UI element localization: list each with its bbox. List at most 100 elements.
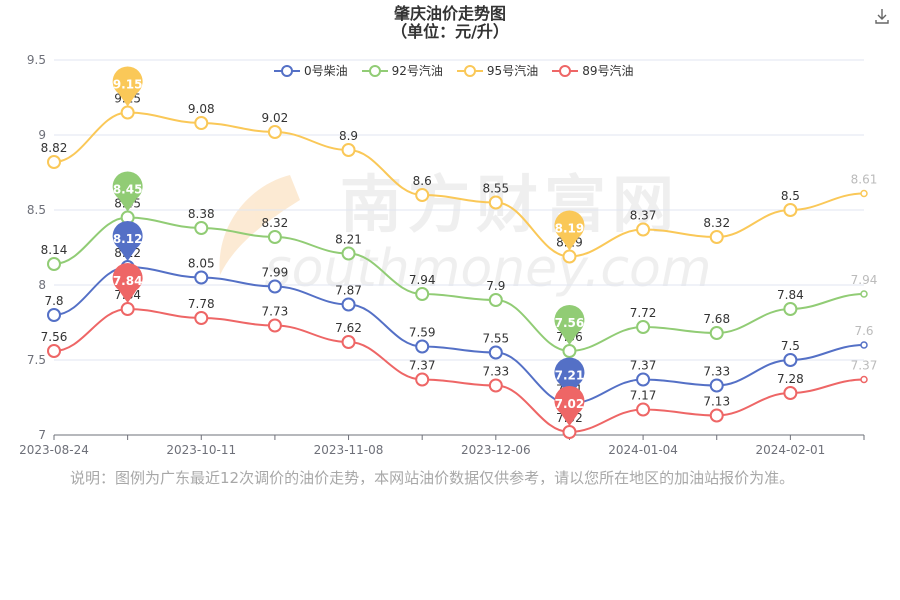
data-label: 7.17 <box>630 389 657 403</box>
mark-pin: 8.19 <box>554 210 585 251</box>
data-label: 9.08 <box>188 102 215 116</box>
data-label: 8.38 <box>188 207 215 221</box>
data-label: 7.87 <box>335 284 362 298</box>
data-label: 7.62 <box>335 321 362 335</box>
data-point <box>341 335 356 349</box>
data-point <box>636 222 651 237</box>
mark-pin: 9.15 <box>112 66 143 107</box>
data-label: 8.05 <box>188 257 215 271</box>
data-label: 7.84 <box>777 288 804 302</box>
data-label: 7.73 <box>262 305 289 319</box>
data-label: 8.32 <box>262 216 289 230</box>
data-label: 8.32 <box>703 216 730 230</box>
y-tick-label: 7 <box>38 428 46 442</box>
data-label: 7.99 <box>262 266 289 280</box>
mark-pin: 8.45 <box>112 171 143 212</box>
data-point <box>783 203 798 217</box>
data-label: 8.21 <box>335 233 362 247</box>
data-point <box>562 425 577 439</box>
data-point <box>783 386 798 400</box>
legend-label: 0号柴油 <box>304 64 348 78</box>
pin-shape-icon <box>554 386 585 426</box>
data-point <box>341 246 356 261</box>
data-point <box>488 293 503 307</box>
data-point <box>415 287 430 301</box>
data-point <box>194 116 209 130</box>
pin-label: 8.12 <box>113 232 143 246</box>
mark-pin: 7.84 <box>112 263 143 303</box>
watermark-subtext: southmoney.com <box>265 239 712 299</box>
pin-label: 7.02 <box>555 397 585 411</box>
data-point <box>194 270 209 285</box>
pin-shape-icon <box>554 210 585 251</box>
mark-pin: 7.02 <box>554 386 585 426</box>
legend-item[interactable]: 0号柴油 <box>274 62 348 79</box>
data-point <box>120 105 135 120</box>
data-point <box>636 320 651 334</box>
legend-item[interactable]: 92号汽油 <box>361 62 443 79</box>
legend-item[interactable]: 89号汽油 <box>552 62 633 79</box>
y-tick-label: 8.5 <box>27 203 46 217</box>
data-label: 7.94 <box>409 273 436 287</box>
y-tick-label: 9 <box>38 128 46 142</box>
data-point <box>47 308 61 322</box>
data-point <box>341 143 356 157</box>
data-point <box>636 402 651 417</box>
data-point <box>341 297 356 312</box>
data-label: 8.61 <box>851 173 878 187</box>
data-point <box>709 408 724 423</box>
download-icon[interactable] <box>872 6 892 26</box>
legend-marker-icon <box>456 64 483 77</box>
legend-marker-icon <box>274 64 300 77</box>
data-label: 7.72 <box>630 306 657 320</box>
data-label: 8.6 <box>413 174 432 188</box>
data-label: 8.5 <box>781 189 800 203</box>
data-point <box>860 341 868 349</box>
data-point <box>47 257 61 271</box>
pin-label: 8.45 <box>113 183 143 197</box>
legend-label: 95号汽油 <box>486 64 539 78</box>
data-label: 7.37 <box>409 359 436 373</box>
mark-pin: 7.56 <box>554 305 585 345</box>
data-point <box>267 279 282 294</box>
data-label: 7.8 <box>44 294 63 308</box>
y-tick-label: 8 <box>38 278 46 292</box>
data-label: 7.6 <box>854 324 873 338</box>
footnote: 说明：图例为广东最近12次调价的油价走势，本网站油价数据仅供参考，请以您所在地区… <box>70 469 795 487</box>
data-point <box>860 189 868 198</box>
mark-pin: 7.21 <box>554 357 585 398</box>
data-point <box>783 302 798 316</box>
data-label: 7.37 <box>630 359 657 373</box>
pin-shape-icon <box>554 357 585 398</box>
pin-label: 7.84 <box>113 274 143 288</box>
legend: 0号柴油 92号汽油 95号汽油 89号汽油 <box>274 62 633 79</box>
data-label: 7.28 <box>777 372 804 386</box>
data-point <box>415 339 430 354</box>
data-label: 7.59 <box>409 326 436 340</box>
mark-pin: 8.12 <box>112 221 143 261</box>
pin-label: 9.15 <box>113 78 143 92</box>
pin-shape-icon <box>554 305 585 345</box>
data-label: 8.55 <box>482 182 509 196</box>
data-point <box>267 318 282 333</box>
data-label: 8.9 <box>339 129 358 143</box>
data-point <box>783 353 798 367</box>
y-tick-label: 9.5 <box>27 53 46 67</box>
data-point <box>415 372 430 387</box>
data-point <box>47 155 61 169</box>
data-label: 7.78 <box>188 297 215 311</box>
data-label: 7.94 <box>851 273 878 287</box>
data-point <box>267 230 282 244</box>
y-tick-label: 7.5 <box>27 353 46 367</box>
legend-item[interactable]: 95号汽油 <box>456 62 539 79</box>
pin-shape-icon <box>112 171 143 212</box>
data-point <box>562 344 577 358</box>
legend-marker-icon <box>361 64 388 77</box>
data-point <box>194 221 209 235</box>
data-label: 9.02 <box>262 111 289 125</box>
data-point <box>709 230 724 244</box>
chart-title: 肇庆油价走势图 <box>393 4 506 23</box>
data-point <box>860 290 868 298</box>
chart-subtitle: （单位：元/升） <box>391 22 509 41</box>
